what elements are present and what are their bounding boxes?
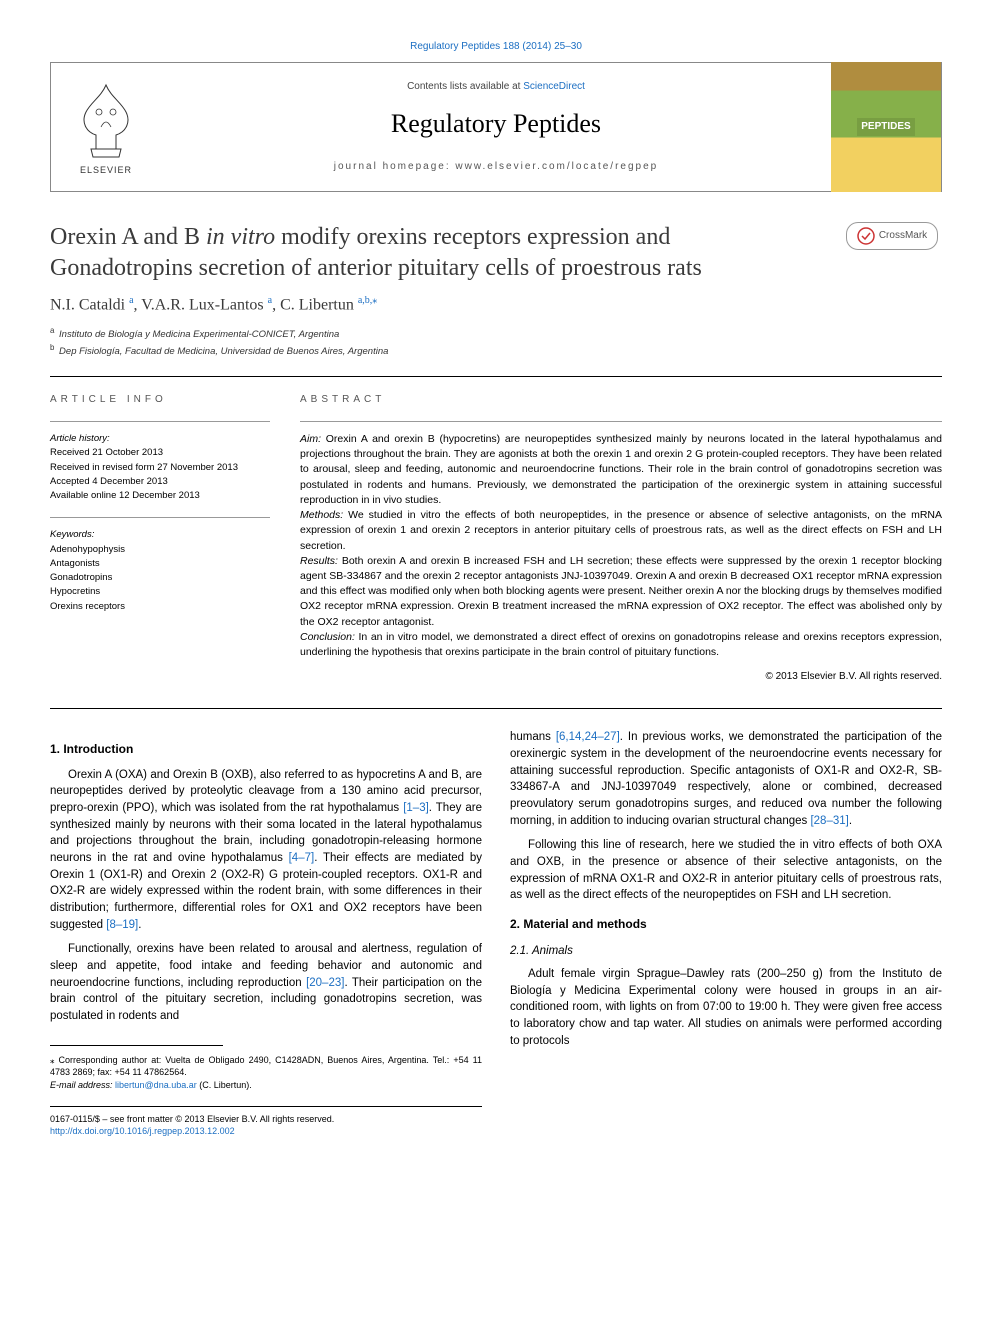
ref-20-23[interactable]: [20–23] xyxy=(306,977,344,989)
author-1: N.I. Cataldi xyxy=(50,297,129,314)
hist-revised: Received in revised form 27 November 201… xyxy=(50,461,270,475)
ref-28-31[interactable]: [28–31] xyxy=(810,815,848,827)
keyword-3: Gonadotropins xyxy=(50,571,270,585)
cover-word: PEPTIDES xyxy=(857,118,914,136)
abstract-col: abstract Aim: Orexin A and orexin B (hyp… xyxy=(300,376,942,684)
crossmark-icon xyxy=(857,227,875,245)
animals-heading: 2.1. Animals xyxy=(510,943,942,960)
elsevier-logo: ELSEVIER xyxy=(51,62,161,192)
column-right: humans [6,14,24–27]. In previous works, … xyxy=(510,729,942,1137)
keyword-5: Orexins receptors xyxy=(50,600,270,614)
keyword-2: Antagonists xyxy=(50,557,270,571)
p3a: humans xyxy=(510,731,556,743)
abstract-results: Results: Both orexin A and orexin B incr… xyxy=(300,554,942,630)
publisher-tree-icon xyxy=(71,77,141,162)
ref-4-7[interactable]: [4–7] xyxy=(289,852,315,864)
title-part1b: modify orexins receptors expression and xyxy=(275,224,670,250)
crossmark-widget[interactable]: CrossMark xyxy=(842,222,942,250)
citation-link[interactable]: Regulatory Peptides 188 (2014) 25–30 xyxy=(410,41,582,52)
title-italic: in vitro xyxy=(206,224,275,250)
ref-6-14-24-27[interactable]: [6,14,24–27] xyxy=(556,731,620,743)
contents-prefix: Contents lists available at xyxy=(407,81,523,92)
animals-p: Adult female virgin Sprague–Dawley rats … xyxy=(510,966,942,1049)
corr-star: ⁎ xyxy=(372,295,377,306)
authors: N.I. Cataldi a, V.A.R. Lux-Lantos a, C. … xyxy=(50,294,942,317)
p3b: . In previous works, we demonstrated the… xyxy=(510,731,942,826)
article-info-col: article info Article history: Received 2… xyxy=(50,376,270,684)
author-3-aff: a,b, xyxy=(358,295,372,306)
author-3: , C. Libertun xyxy=(272,297,358,314)
keyword-4: Hypocretins xyxy=(50,585,270,599)
intro-p1: Orexin A (OXA) and Orexin B (OXB), also … xyxy=(50,767,482,934)
journal-name: Regulatory Peptides xyxy=(171,106,821,142)
doi-link[interactable]: http://dx.doi.org/10.1016/j.regpep.2013.… xyxy=(50,1126,235,1136)
journal-cover-thumb: PEPTIDES xyxy=(831,62,941,192)
citation-header: Regulatory Peptides 188 (2014) 25–30 xyxy=(50,40,942,54)
title-part2: Gonadotropins secretion of anterior pitu… xyxy=(50,255,702,281)
contents-list-line: Contents lists available at ScienceDirec… xyxy=(171,80,821,94)
article-info-heading: article info xyxy=(50,393,270,407)
crossmark-label: CrossMark xyxy=(879,229,927,243)
affiliations: a Instituto de Biología y Medicina Exper… xyxy=(50,325,942,358)
author-2: , V.A.R. Lux-Lantos xyxy=(134,297,268,314)
affil-b: Dep Fisiología, Facultad de Medicina, Un… xyxy=(59,346,388,357)
intro-heading: 1. Introduction xyxy=(50,741,482,758)
journal-homepage: journal homepage: www.elsevier.com/locat… xyxy=(171,160,821,174)
keywords-heading: Keywords: xyxy=(50,528,270,542)
keyword-1: Adenohypophysis xyxy=(50,543,270,557)
hist-received: Received 21 October 2013 xyxy=(50,446,270,460)
title-part1: Orexin A and B xyxy=(50,224,206,250)
body-columns: 1. Introduction Orexin A (OXA) and Orexi… xyxy=(50,729,942,1137)
journal-header: ELSEVIER Contents lists available at Sci… xyxy=(50,62,942,192)
elsevier-label: ELSEVIER xyxy=(80,164,132,177)
email-suffix: (C. Libertun). xyxy=(197,1080,252,1090)
abstract-heading: abstract xyxy=(300,393,942,407)
corr-footnote: ⁎ Corresponding author at: Vuelta de Obl… xyxy=(50,1054,482,1092)
hist-accepted: Accepted 4 December 2013 xyxy=(50,475,270,489)
front-matter: 0167-0115/$ – see front matter © 2013 El… xyxy=(50,1113,482,1126)
ref-1-3[interactable]: [1–3] xyxy=(403,802,429,814)
abstract-methods: Methods: We studied in vitro the effects… xyxy=(300,508,942,554)
intro-p3: humans [6,14,24–27]. In previous works, … xyxy=(510,729,942,829)
email-label: E-mail address: xyxy=(50,1080,115,1090)
intro-p4: Following this line of research, here we… xyxy=(510,837,942,904)
p3c: . xyxy=(849,815,852,827)
materials-methods-heading: 2. Material and methods xyxy=(510,916,942,933)
article-title: Orexin A and B in vitro modify orexins r… xyxy=(50,222,822,284)
corr-text: ⁎ Corresponding author at: Vuelta de Obl… xyxy=(50,1054,482,1079)
hist-online: Available online 12 December 2013 xyxy=(50,489,270,503)
abstract-aim: Aim: Orexin A and orexin B (hypocretins)… xyxy=(300,432,942,508)
corr-email-link[interactable]: libertun@dna.uba.ar xyxy=(115,1080,197,1090)
history-heading: Article history: xyxy=(50,432,270,446)
affil-a: Instituto de Biología y Medicina Experim… xyxy=(59,329,339,340)
abstract-copyright: © 2013 Elsevier B.V. All rights reserved… xyxy=(300,670,942,684)
ref-8-19[interactable]: [8–19] xyxy=(106,919,138,931)
sciencedirect-link[interactable]: ScienceDirect xyxy=(523,81,585,92)
column-left: 1. Introduction Orexin A (OXA) and Orexi… xyxy=(50,729,482,1137)
abstract-conclusion: Conclusion: In an in vitro model, we dem… xyxy=(300,630,942,660)
intro-p2: Functionally, orexins have been related … xyxy=(50,941,482,1024)
p1d: . xyxy=(138,919,141,931)
bottom-bar: 0167-0115/$ – see front matter © 2013 El… xyxy=(50,1106,482,1138)
